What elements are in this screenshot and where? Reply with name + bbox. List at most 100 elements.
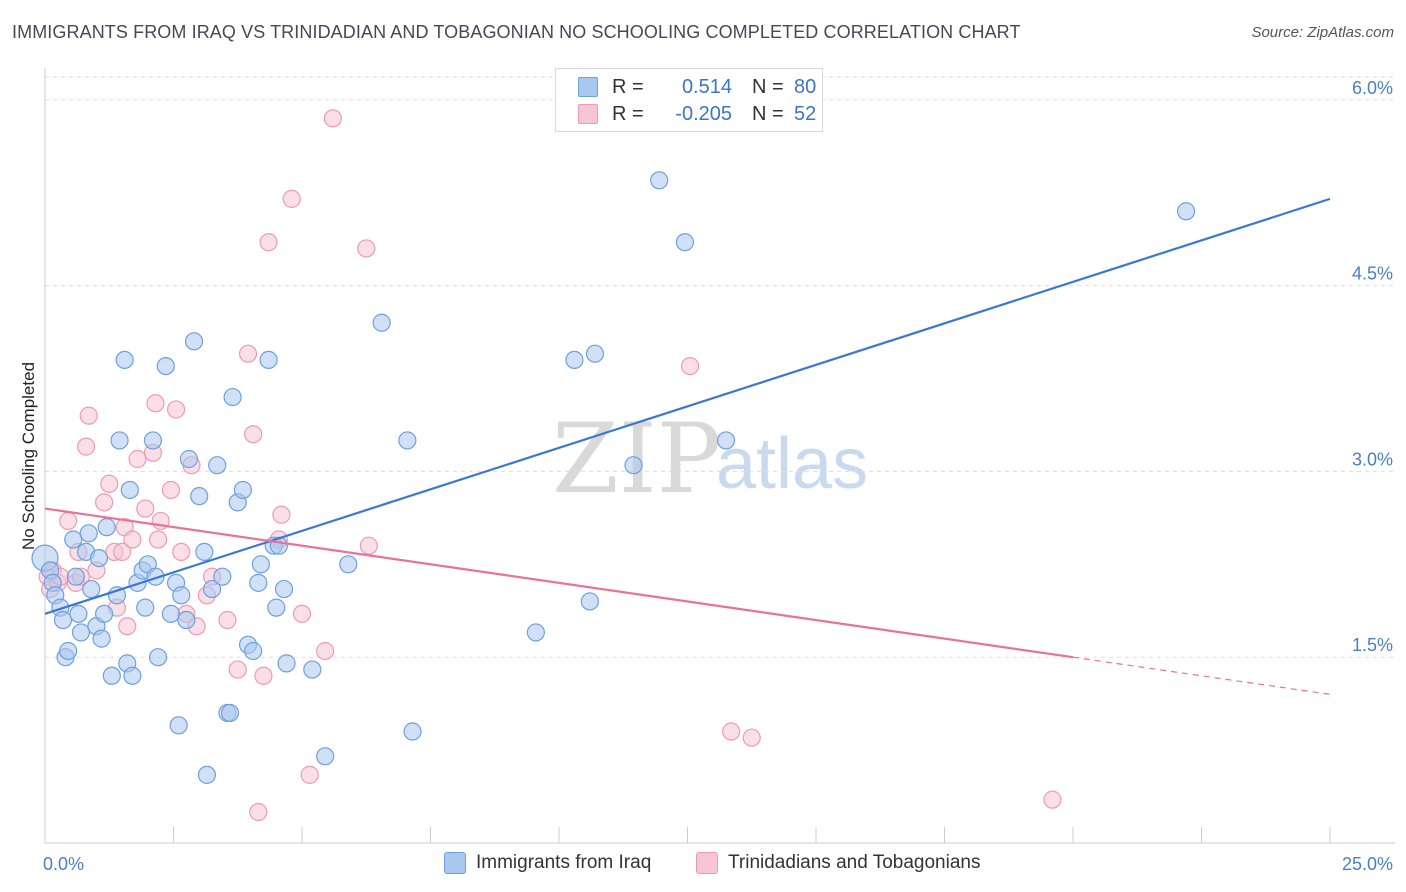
axes (44, 68, 1395, 844)
data-point-iraq (115, 350, 134, 370)
data-point-iraq (79, 524, 98, 543)
data-point-iraq (143, 431, 163, 450)
data-point-iraq (277, 654, 296, 673)
data-point-trinidadians (112, 542, 132, 562)
data-point-trinidadians (118, 617, 137, 636)
data-point-iraq (69, 604, 88, 623)
data-point-iraq (102, 666, 121, 685)
data-point-trinidadians (272, 505, 291, 524)
series-iraq-points (31, 171, 1196, 784)
legend-row-trinidadians: R = -0.205 N = 52 (578, 101, 816, 127)
correlation-legend: R = 0.514 N = 80 R = -0.205 N = 52 (555, 68, 823, 132)
data-point-trinidadians (77, 437, 96, 456)
data-point-trinidadians (128, 449, 147, 469)
data-point-iraq (249, 573, 268, 592)
data-point-iraq (177, 610, 196, 630)
data-point-iraq (251, 555, 270, 574)
data-point-iraq (110, 431, 129, 450)
data-point-iraq (585, 344, 605, 363)
data-point-iraq (64, 530, 83, 549)
data-point-iraq (716, 431, 736, 450)
data-point-trinidadians (316, 641, 335, 661)
data-point-trinidadians (357, 239, 376, 258)
legend-r-label: R = (612, 102, 644, 125)
data-point-trinidadians (95, 493, 114, 512)
y-tick-label: 3.0% (1352, 449, 1393, 469)
legend-row-iraq: R = 0.514 N = 80 (578, 74, 816, 100)
data-point-iraq (169, 716, 188, 735)
y-tick-label: 4.5% (1352, 264, 1393, 284)
watermark: ZIP atlas (552, 403, 868, 515)
bottom-legend-label-iraq: Immigrants from Iraq (476, 852, 652, 873)
trend-lines (44, 197, 1331, 695)
data-point-trinidadians (259, 233, 278, 252)
data-point-iraq (184, 332, 204, 351)
data-point-iraq (244, 641, 263, 661)
bottom-legend-iraq: Immigrants from Iraq (444, 852, 651, 874)
data-point-trinidadians (136, 499, 155, 518)
data-point-iraq (190, 487, 209, 506)
data-point-trinidadians (680, 356, 700, 376)
data-point-iraq (92, 629, 111, 648)
legend-swatch-trinidadians (578, 104, 598, 124)
data-point-iraq (398, 431, 417, 450)
data-point-iraq (89, 548, 109, 568)
data-point-iraq (403, 722, 422, 741)
watermark-atlas: atlas (716, 424, 868, 504)
trend-line-trinidadians (44, 507, 1074, 659)
data-point-iraq (208, 456, 227, 475)
y-tick-label: 6.0% (1352, 78, 1393, 98)
legend-n-label: N = (752, 75, 784, 98)
data-point-trinidadians (742, 728, 761, 747)
chart-title: IMMIGRANTS FROM IRAQ VS TRINIDADIAN AND … (12, 22, 1021, 42)
data-point-iraq (161, 604, 181, 623)
data-point-trinidadians (244, 425, 263, 444)
bottom-legend-swatch-iraq (444, 852, 466, 874)
data-point-iraq (156, 356, 175, 376)
data-point-iraq (223, 387, 242, 407)
data-point-iraq (220, 703, 240, 723)
data-point-iraq (179, 449, 199, 469)
x-tick-label: 0.0% (43, 854, 84, 874)
data-point-trinidadians (161, 480, 181, 500)
data-point-iraq (146, 567, 165, 586)
data-point-iraq (565, 350, 584, 370)
data-point-trinidadians (300, 765, 319, 784)
data-point-trinidadians (722, 722, 741, 741)
data-point-trinidadians (172, 542, 191, 562)
source-label: Source: ZipAtlas.com (1251, 24, 1394, 41)
legend-n-value: 52 (794, 102, 817, 125)
data-point-iraq (172, 586, 191, 605)
data-point-iraq (202, 579, 222, 599)
data-point-iraq (59, 641, 78, 661)
data-point-trinidadians (166, 400, 186, 419)
legend-n-label: N = (752, 102, 784, 125)
data-point-iraq (148, 648, 168, 667)
data-point-iraq (372, 313, 391, 332)
bottom-legend-swatch-trinidadians (696, 852, 718, 874)
data-point-iraq (580, 592, 599, 611)
tick-labels: 1.5% 3.0% 4.5% 6.0% 0.0% 25.0% (43, 78, 1393, 874)
data-point-trinidadians (79, 406, 98, 425)
data-point-iraq (197, 765, 217, 784)
data-point-iraq (53, 610, 73, 630)
data-point-iraq (195, 542, 214, 562)
data-point-trinidadians (146, 394, 165, 413)
legend-n-value: 80 (794, 75, 817, 98)
data-point-trinidadians (359, 536, 378, 555)
data-point-iraq (1176, 202, 1196, 221)
data-point-iraq (136, 598, 155, 617)
data-point-trinidadians (292, 604, 312, 623)
data-point-iraq (120, 480, 139, 500)
data-point-iraq (233, 480, 252, 500)
data-point-iraq (303, 660, 322, 679)
data-point-iraq (526, 623, 545, 642)
data-point-trinidadians (148, 530, 168, 549)
bottom-legend-trinidadians: Trinidadians and Tobagonians (696, 852, 980, 874)
gridlines (45, 76, 1395, 658)
data-point-trinidadians (249, 802, 268, 822)
legend-swatch-iraq (578, 77, 598, 97)
data-point-iraq (267, 598, 286, 617)
data-point-trinidadians (323, 109, 342, 128)
